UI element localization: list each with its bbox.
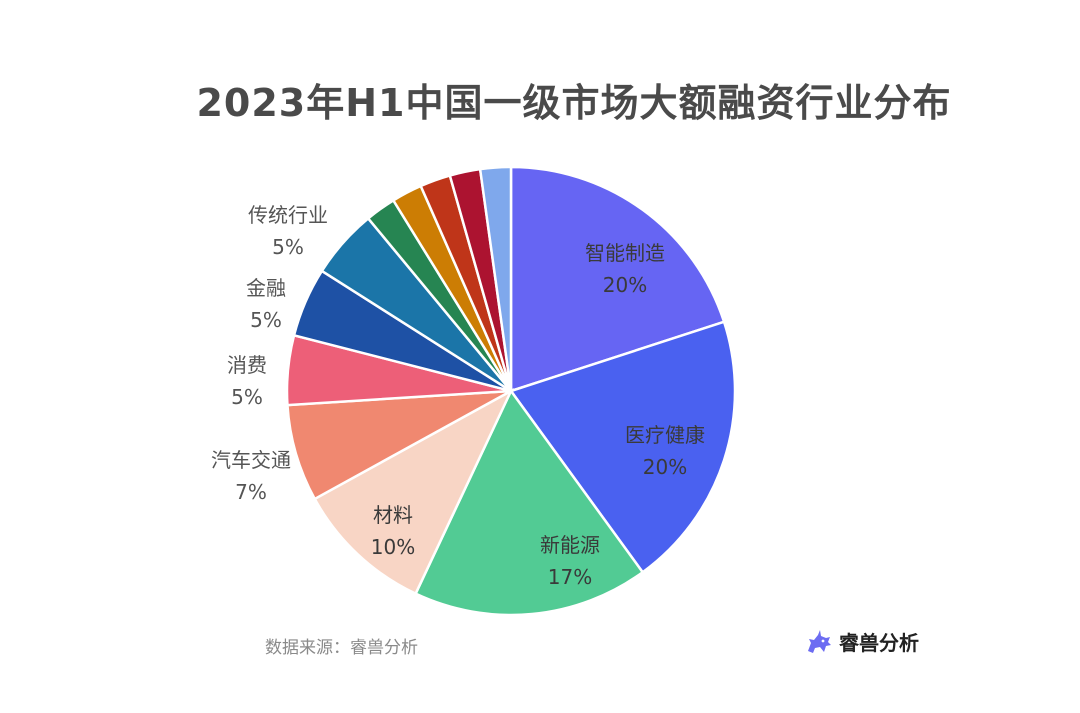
brand-logo: 睿兽分析 <box>805 627 919 656</box>
unicorn-icon <box>808 629 831 653</box>
slice-label: 医疗健康 <box>625 423 705 447</box>
slice-value-label: 5% <box>231 385 263 409</box>
slice-value-label: 5% <box>250 308 282 332</box>
slice-label: 新能源 <box>540 533 600 557</box>
pie-slice <box>509 165 726 393</box>
slice-label: 金融 <box>246 276 286 300</box>
slice-label: 智能制造 <box>585 241 665 265</box>
pie-slice <box>508 320 737 574</box>
pie-slice <box>478 165 513 392</box>
slice-value-label: 10% <box>371 535 415 559</box>
pie-slice <box>413 388 645 617</box>
chart-title: 2023年H1中国一级市场大额融资行业分布 <box>196 81 952 125</box>
data-source: 数据来源：睿兽分析 <box>265 638 418 658</box>
pie-slice <box>313 388 514 596</box>
slice-value-label: 17% <box>548 565 592 589</box>
slice-value-label: 5% <box>272 235 304 259</box>
slice-label: 传统行业 <box>248 203 328 227</box>
slice-label: 汽车交通 <box>211 448 291 472</box>
brand-name: 睿兽分析 <box>839 631 919 655</box>
slice-value-label: 20% <box>643 455 687 479</box>
slice-label: 材料 <box>373 503 413 527</box>
slice-value-label: 20% <box>603 273 647 297</box>
slice-value-label: 7% <box>235 480 267 504</box>
slice-label: 消费 <box>227 353 267 377</box>
